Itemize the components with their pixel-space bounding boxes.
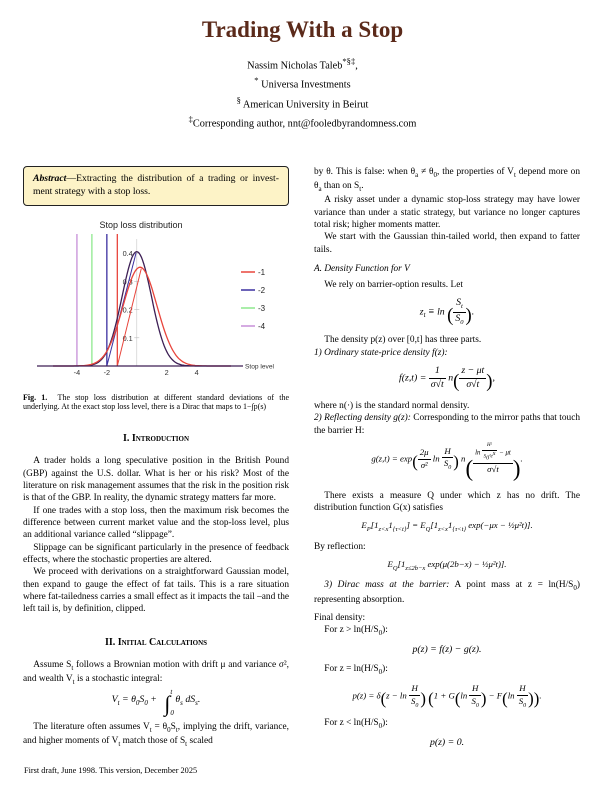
svg-text:-1: -1 [258, 268, 266, 277]
svg-text:0.4: 0.4 [123, 249, 133, 258]
svg-text:-2: -2 [104, 368, 111, 377]
svg-text:Stop level: Stop level [245, 363, 274, 370]
svg-text:-4: -4 [258, 322, 266, 331]
svg-text:-4: -4 [74, 368, 81, 377]
svg-text:Stop loss distribution: Stop loss distribution [99, 220, 182, 230]
svg-text:4: 4 [195, 368, 199, 377]
svg-text:-3: -3 [258, 304, 266, 313]
svg-text:-2: -2 [258, 286, 266, 295]
svg-text:2: 2 [165, 368, 169, 377]
